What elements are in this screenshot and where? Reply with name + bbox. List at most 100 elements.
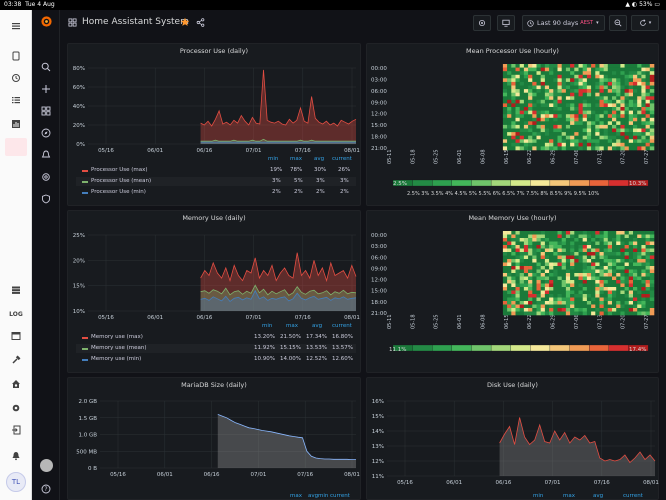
legend-header-max[interactable]: max [290, 156, 302, 162]
heatmap-cell [549, 294, 554, 298]
heatmap-cell [565, 280, 571, 284]
sidebar-item-entities[interactable] [6, 282, 26, 298]
disk-chart[interactable]: 16%15%14%13%12%11%05/16 06/01 06/16 07/01 07… [367, 378, 660, 500]
sidebar-item-hacs[interactable] [6, 376, 26, 392]
panel-mean-memory-use[interactable]: Mean Memory Use (hourly) 00:00 03:00 06:00… [366, 210, 659, 373]
sidebar-item-notifications[interactable] [6, 448, 26, 464]
legend-header-current[interactable]: current [623, 493, 643, 499]
zoom-out-button[interactable] [609, 15, 627, 31]
sidebar-item-log[interactable]: LOG [6, 306, 26, 322]
heatmap-cell [624, 64, 630, 68]
heatmap-cell [582, 96, 588, 101]
share-icon[interactable] [196, 18, 205, 27]
heatmap-cell [578, 238, 583, 242]
heatmap-cell [603, 280, 609, 284]
panel-mariadb-size[interactable]: MariaDB Size (daily) 2.0 GB 1.5 GB 1.0 GB 5… [67, 377, 361, 500]
legend-header-current[interactable]: current [332, 156, 352, 162]
legend-row[interactable]: Memory use (min) 10.90% 14.00% 12.52% 12… [76, 355, 356, 364]
heatmap-cell [544, 287, 550, 291]
legend-header-min[interactable]: min [533, 493, 544, 499]
legend-row[interactable]: Memory use (mean) 11.92% 15.15% 13.53% 1… [76, 344, 356, 353]
dashboard-settings-button[interactable] [473, 15, 491, 31]
panel-processor-use[interactable]: Processor Use (daily) 80% 60% 40% 20% 0% 05/1… [67, 43, 361, 206]
heatmap-cell [519, 311, 525, 316]
dashboard-title[interactable]: Home Assistant System [82, 17, 189, 27]
sidebar-item-overview[interactable] [6, 48, 26, 64]
legend-header-avg[interactable]: avg [308, 493, 319, 499]
memory-chart[interactable]: 25%20%15%10%05/16 06/01 06/16 07/01 07/16 08/… [68, 211, 362, 374]
heatmap-cell [523, 85, 529, 90]
legend-header-current[interactable]: current [332, 323, 352, 329]
heatmap-cell [532, 96, 537, 101]
sidebar-item-history[interactable] [6, 70, 26, 86]
heatmap-cell [645, 114, 651, 119]
legend-row[interactable]: Processor Use (min) 2% 2% 2% 2% [76, 188, 356, 197]
heatmap-cell [607, 231, 613, 235]
legend-header-max[interactable]: max [563, 493, 575, 499]
heatmap-cell [624, 107, 630, 111]
search-button[interactable] [38, 60, 54, 74]
heatmap-cell [599, 132, 604, 136]
menu-button[interactable] [6, 18, 26, 34]
sidebar-item-logbook[interactable] [6, 92, 26, 108]
heatmap-cell [523, 96, 529, 101]
time-range-picker[interactable]: Last 90 days AEST ▾ [522, 15, 605, 31]
mean-memory-heatmap[interactable]: 00:0003:0006:0009:0012:0015:0018:0021:00… [367, 211, 660, 374]
sidebar-item-settings[interactable] [6, 400, 26, 416]
legend-row[interactable]: Processor Use (max) 19% 78% 30% 26% [76, 166, 356, 175]
profile-button[interactable] [38, 458, 54, 472]
sidebar-item-developer-tools[interactable] [6, 352, 26, 368]
dashboards-button[interactable] [38, 104, 54, 118]
heatmap-cell [645, 139, 651, 144]
legend-header-avg[interactable]: avg [314, 156, 325, 162]
sidebar-item-grafana[interactable] [6, 116, 26, 132]
heatmap-cell [553, 92, 558, 97]
heatmap-cell [507, 287, 512, 291]
user-badge[interactable]: TL [6, 472, 26, 492]
legend-header-min[interactable]: min [262, 323, 273, 329]
refresh-button[interactable]: ▾ [631, 15, 659, 31]
heatmap-cell [616, 142, 621, 147]
heatmap-cell [532, 103, 537, 108]
sidebar-item-logout[interactable] [6, 422, 26, 438]
heatmap-cell [515, 107, 520, 111]
heatmap-cell [586, 114, 592, 119]
server-admin-button[interactable] [38, 192, 54, 206]
legend-header-max[interactable]: max [286, 323, 298, 329]
heatmap-cell [616, 287, 621, 291]
heatmap-cell [553, 132, 558, 136]
sidebar-item-terminal[interactable] [6, 328, 26, 344]
help-button[interactable]: ? [38, 482, 54, 496]
panel-disk-use[interactable]: Disk Use (daily) 16% 15% 14% 13% 12% 11% 05/16… [366, 377, 659, 500]
heatmap-cell [633, 139, 638, 144]
legend-header-min[interactable]: min [318, 493, 329, 499]
legend-header-max[interactable]: max [290, 493, 302, 499]
alerting-button[interactable] [38, 148, 54, 162]
heatmap-cell [624, 92, 630, 97]
create-button[interactable] [38, 82, 54, 96]
heatmap-cell [620, 255, 625, 260]
grafana-logo[interactable] [38, 14, 54, 28]
legend-header-min[interactable]: min [268, 156, 279, 162]
legend-row[interactable]: Processor Use (mean) 3% 5% 3% 3% [76, 177, 356, 186]
heatmap-cell [557, 283, 562, 288]
explore-button[interactable] [38, 126, 54, 140]
panel-memory-use[interactable]: Memory Use (daily) 25% 20% 15% 10% 05/16 06/0… [67, 210, 361, 373]
panel-mean-processor-use[interactable]: Mean Processor Use (hourly) 00:00 03:00 06… [366, 43, 659, 206]
mean-processor-heatmap[interactable]: 00:0003:0006:0009:0012:0015:0018:0021:00… [367, 44, 660, 207]
configuration-button[interactable] [38, 170, 54, 184]
heatmap-cell [532, 92, 537, 97]
heatmap-cell [649, 283, 655, 288]
heatmap-cell [515, 280, 520, 284]
legend-row[interactable]: Memory use (max) 13.20% 21.50% 17.34% 16… [76, 333, 356, 342]
star-icon[interactable] [180, 17, 190, 27]
sidebar-selected-highlight[interactable] [5, 138, 27, 156]
heatmap-cell [607, 146, 613, 151]
heatmap-cell [607, 135, 613, 140]
legend-header-current[interactable]: current [330, 493, 350, 499]
legend-header-avg[interactable]: avg [312, 323, 323, 329]
legend-header-avg[interactable]: avg [593, 493, 604, 499]
tv-mode-button[interactable] [497, 15, 515, 31]
processor-chart[interactable]: 80%60%40%20%0%05/16 06/01 06/16 07/01 07/16 0… [68, 44, 362, 207]
